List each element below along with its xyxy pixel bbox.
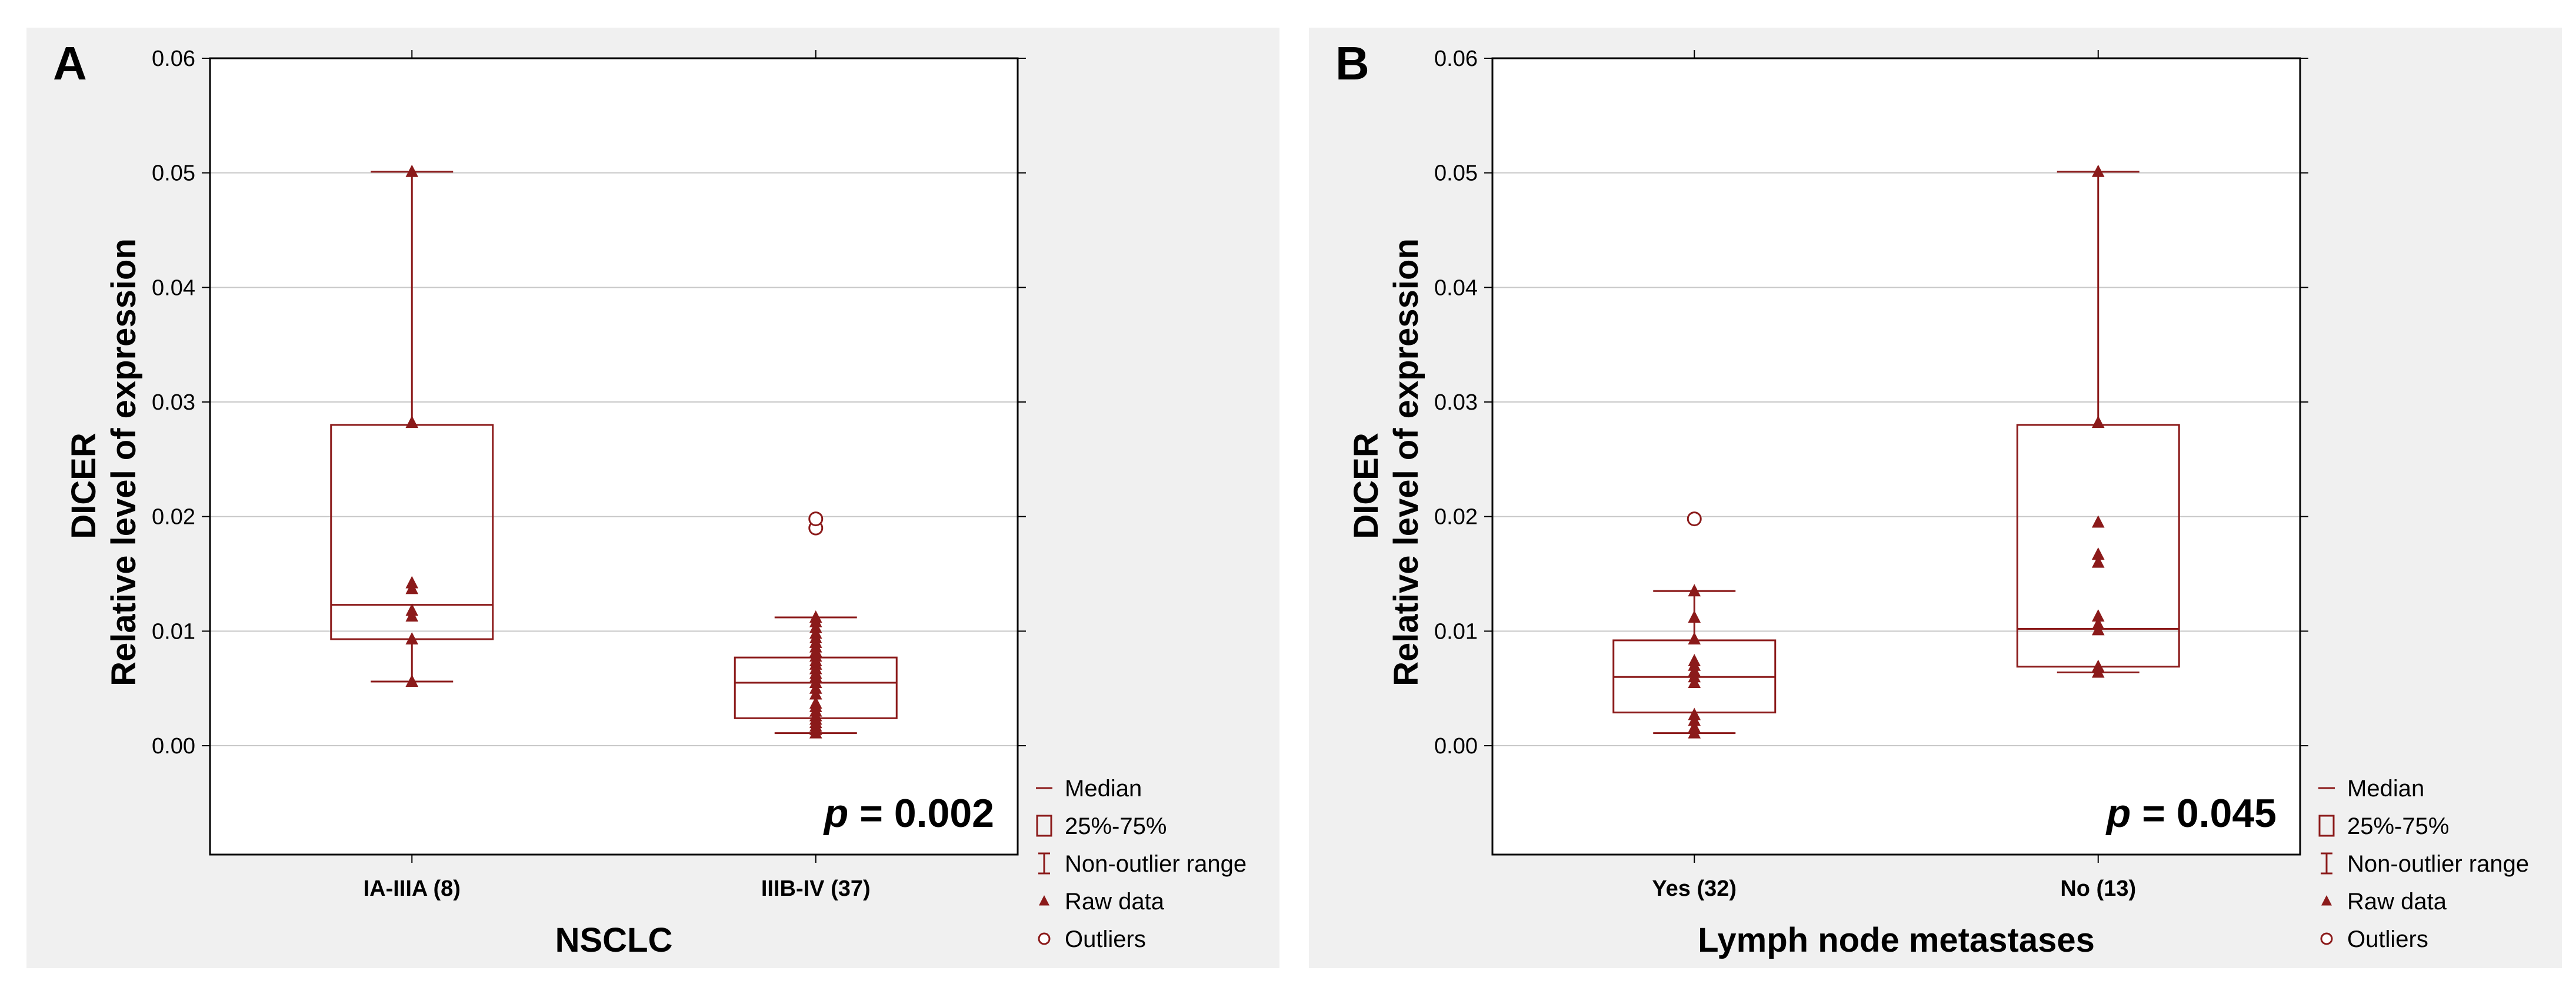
legend-triangle-symbol — [2321, 895, 2332, 906]
legend-item: Non-outlier range — [1038, 851, 1247, 877]
raw-data-point — [2091, 515, 2105, 528]
outlier-point — [808, 511, 824, 527]
raw-data-point — [405, 576, 419, 589]
legend-label: Median — [2347, 776, 2424, 802]
p-symbol: p — [823, 791, 849, 836]
legend-item: Outliers — [2320, 926, 2428, 952]
y-tick-label: 0.02 — [152, 505, 195, 530]
y-tick-label: 0.06 — [1434, 46, 1478, 71]
raw-data-point — [1688, 584, 1701, 597]
raw-data-point — [2091, 617, 2105, 630]
legend-label: 25%-75% — [1065, 813, 1167, 839]
y-axis-title-line2: Relative level of expression — [105, 238, 143, 686]
legend-circle-symbol — [2320, 932, 2333, 945]
raw-data-point — [2091, 609, 2105, 622]
raw-data-point — [1688, 632, 1701, 645]
p-symbol: p — [2105, 791, 2131, 836]
legend-label: Outliers — [1065, 926, 1146, 952]
y-tick-label: 0.00 — [152, 734, 195, 759]
p-value-annotation: p = 0.002 — [823, 791, 994, 836]
y-tick-label: 0.05 — [152, 161, 195, 186]
y-tick-label: 0.04 — [1434, 275, 1478, 300]
raw-data-point — [2091, 659, 2105, 672]
category-label: IIIB-IV (37) — [761, 876, 871, 901]
p-value-text: = 0.002 — [848, 791, 994, 836]
outlier-point — [1687, 511, 1702, 527]
raw-data-point — [405, 632, 419, 645]
raw-data-point — [405, 416, 419, 428]
raw-data-point — [2091, 416, 2105, 428]
raw-data-point — [2091, 164, 2105, 177]
plot-frame — [1491, 57, 2301, 856]
y-tick-label: 0.03 — [152, 390, 195, 415]
legend-triangle-symbol — [1039, 895, 1049, 906]
raw-data-point — [2091, 555, 2105, 568]
legend-label: Raw data — [1065, 889, 1165, 915]
legend-item: Outliers — [1038, 926, 1146, 952]
panel-a-chart: A 0.00 0.01 0.02 0.03 0.04 0.05 0.06 IA-IIIA (8)… — [53, 37, 1247, 959]
p-value-text: = 0.045 — [2131, 791, 2277, 836]
raw-data-point — [2091, 547, 2105, 560]
panel-label: A — [53, 37, 87, 89]
y-tick-label: 0.01 — [152, 619, 195, 644]
raw-data-point — [1688, 653, 1701, 666]
legend-box-symbol — [1036, 815, 1052, 837]
box-group — [1612, 511, 1777, 739]
y-tick-label: 0.02 — [1434, 505, 1478, 530]
box-group — [330, 164, 494, 687]
panel-b: B 0.00 0.01 0.02 0.03 0.04 0.05 0.06 Yes (32) No … — [1309, 28, 2562, 968]
raw-data-point — [405, 603, 419, 616]
legend-box-symbol — [2318, 815, 2335, 837]
plot-frame — [209, 57, 1019, 856]
legend-item: 25%-75% — [1036, 813, 1167, 839]
legend-label: Raw data — [2347, 889, 2447, 915]
category-label: Yes (32) — [1652, 876, 1737, 901]
y-tick-label: 0.05 — [1434, 161, 1478, 186]
box-group — [734, 511, 898, 739]
raw-data-point — [809, 610, 822, 623]
y-tick-label: 0.03 — [1434, 390, 1478, 415]
legend-label: 25%-75% — [2347, 813, 2449, 839]
legend-item: Raw data — [1039, 889, 1165, 915]
y-axis-title-line1: DICER — [1347, 433, 1385, 539]
legend-circle-symbol — [1038, 932, 1051, 945]
legend-label: Non-outlier range — [2347, 851, 2529, 877]
category-label: IA-IIIA (8) — [364, 876, 461, 901]
legend-label: Outliers — [2347, 926, 2428, 952]
y-axis-title-line2: Relative level of expression — [1387, 238, 1425, 686]
legend-item: 25%-75% — [2318, 813, 2449, 839]
legend-label: Non-outlier range — [1065, 851, 1247, 877]
x-axis-title: Lymph node metastases — [1698, 921, 2095, 959]
raw-data-point — [809, 696, 822, 709]
plot-area — [210, 58, 1018, 855]
raw-data-point — [405, 674, 419, 687]
y-tick-label: 0.06 — [152, 46, 195, 71]
plot-area — [1492, 58, 2300, 855]
category-label: No (13) — [2060, 876, 2136, 901]
raw-data-point — [1688, 610, 1701, 623]
raw-data-point — [405, 164, 419, 177]
panel-b-chart: B 0.00 0.01 0.02 0.03 0.04 0.05 0.06 Yes (32) No … — [1335, 37, 2529, 959]
legend-label: Median — [1065, 776, 1142, 802]
panel-a: A 0.00 0.01 0.02 0.03 0.04 0.05 0.06 IA-IIIA (8)… — [26, 28, 1279, 968]
legend-item: Raw data — [2321, 889, 2447, 915]
y-tick-label: 0.01 — [1434, 619, 1478, 644]
legend-item: Non-outlier range — [2321, 851, 2529, 877]
box-group — [2016, 164, 2180, 678]
raw-data-point — [1688, 720, 1701, 733]
y-tick-label: 0.00 — [1434, 734, 1478, 759]
panel-label: B — [1335, 37, 1369, 89]
legend-item: Median — [1036, 776, 1142, 802]
x-axis-title: NSCLC — [555, 921, 673, 959]
legend-item: Median — [2318, 776, 2424, 802]
p-value-annotation: p = 0.045 — [2105, 791, 2277, 836]
y-axis-title-line1: DICER — [65, 433, 103, 539]
raw-data-point — [1688, 707, 1701, 720]
y-tick-label: 0.04 — [152, 275, 195, 300]
